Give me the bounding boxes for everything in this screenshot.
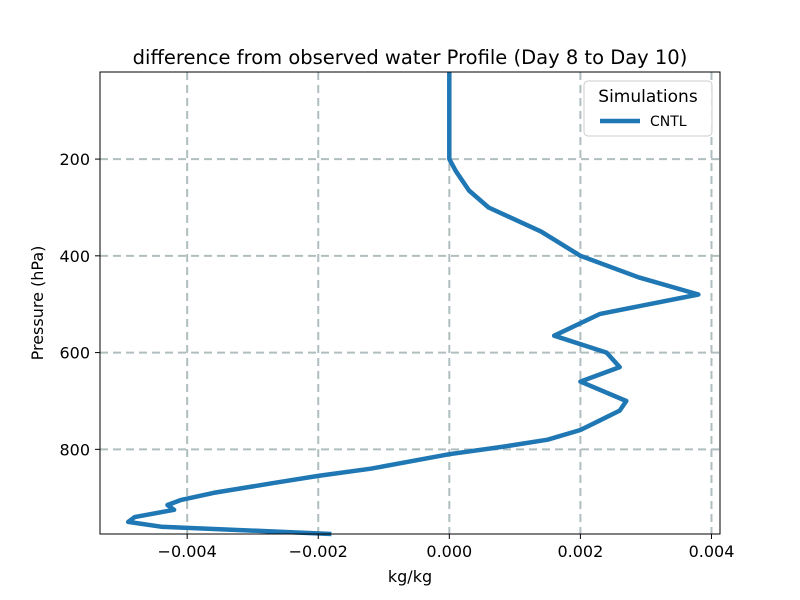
y-tick-label: 600	[59, 344, 90, 363]
series-layer	[125, 71, 701, 537]
x-axis-label: kg/kg	[388, 567, 432, 586]
y-axis-label: Pressure (hPa)	[28, 246, 47, 361]
chart-title: difference from observed water Profile (…	[133, 46, 688, 69]
legend: Simulations CNTL	[583, 80, 713, 137]
x-tick-label: 0.004	[689, 542, 735, 561]
plot-frame	[99, 71, 721, 535]
x-tick-label: −0.004	[158, 542, 217, 561]
y-tick-label: 800	[59, 440, 90, 459]
x-tick-label: −0.002	[289, 542, 348, 561]
y-tick-label: 400	[59, 247, 90, 266]
x-tick-label: 0.002	[557, 542, 603, 561]
legend-title: Simulations	[598, 87, 698, 107]
x-tick-label: 0.000	[426, 542, 472, 561]
legend-label-cntl: CNTL	[650, 114, 687, 130]
y-tick-label: 200	[59, 150, 90, 169]
ticks: −0.004 −0.002 0.000 0.002 0.004 200 400 600 800	[59, 150, 734, 561]
grid	[100, 72, 720, 534]
